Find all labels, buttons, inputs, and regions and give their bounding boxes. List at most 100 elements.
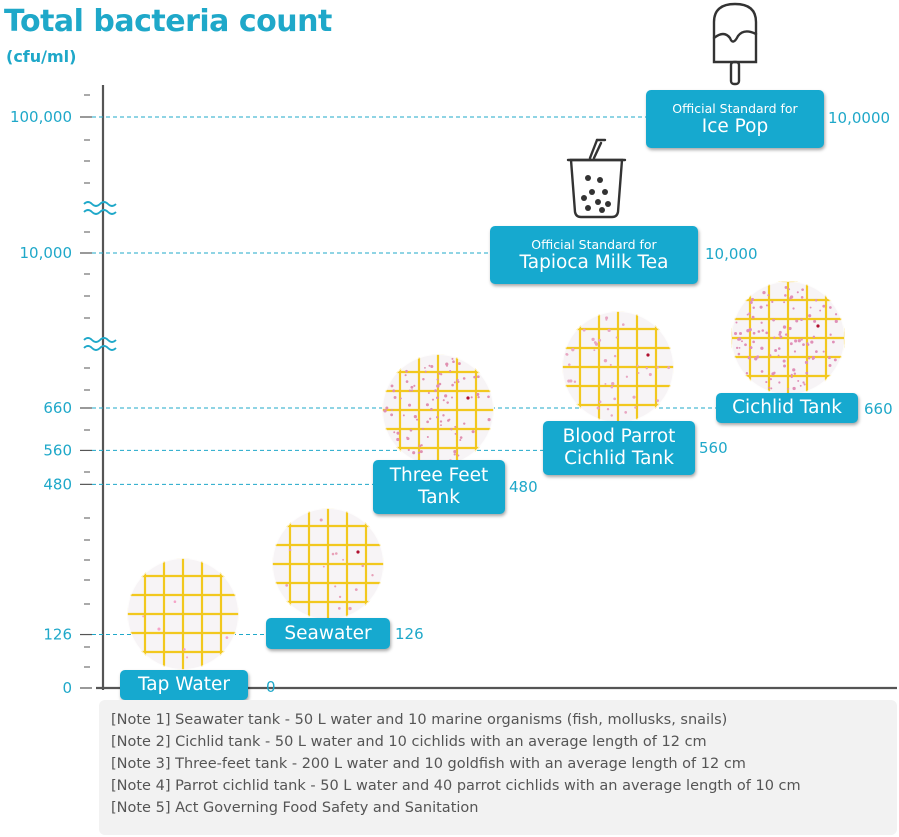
colony-dot bbox=[462, 377, 466, 380]
note-5: [Note 5] Act Governing Food Safety and S… bbox=[111, 800, 479, 816]
label-three-feet-tank-text: Three Feet bbox=[389, 465, 489, 486]
colony-dot bbox=[451, 383, 454, 387]
colony-dot bbox=[800, 318, 803, 322]
colony-dot bbox=[789, 342, 793, 346]
note-4: [Note 4] Parrot cichlid tank - 50 L wate… bbox=[111, 778, 801, 794]
label-standard-ice-pop-text: Ice Pop bbox=[701, 115, 769, 137]
colony-dot bbox=[747, 356, 751, 360]
colony-dot bbox=[390, 413, 394, 417]
colony-dot bbox=[648, 373, 652, 377]
colony-dot bbox=[790, 373, 793, 376]
colony-dot bbox=[361, 564, 365, 568]
colony-dot bbox=[745, 372, 749, 375]
colony-dot bbox=[348, 606, 352, 611]
colony-dot bbox=[827, 356, 831, 360]
colony-dot bbox=[783, 301, 786, 304]
colony-dot bbox=[453, 381, 456, 384]
colony-dot bbox=[771, 300, 774, 303]
colony-dot bbox=[447, 419, 450, 422]
y-tick-label: 126 bbox=[43, 626, 72, 644]
colony-dot bbox=[431, 398, 435, 401]
colony-dot bbox=[173, 600, 177, 603]
colony-dot bbox=[621, 323, 625, 326]
colony-dot bbox=[593, 341, 597, 344]
colony-dot bbox=[759, 305, 763, 309]
colony-dot bbox=[591, 337, 595, 342]
colony-dot bbox=[487, 418, 491, 422]
colony-dot bbox=[413, 384, 416, 387]
colony-dot bbox=[773, 336, 776, 339]
colony-dot bbox=[797, 339, 801, 343]
colony-dot bbox=[790, 375, 793, 379]
colony-dot bbox=[446, 401, 449, 404]
tapioca-pearl bbox=[595, 199, 601, 205]
colony-dot bbox=[442, 399, 445, 402]
colony-dot bbox=[426, 435, 429, 439]
colony-dot bbox=[613, 354, 617, 358]
colony-dot bbox=[405, 369, 408, 373]
colony-dot bbox=[440, 373, 443, 376]
colony-dot bbox=[768, 386, 771, 389]
colony-dot bbox=[656, 366, 659, 369]
colony-dot bbox=[412, 451, 416, 455]
colony-dot bbox=[331, 552, 335, 556]
label-seawater-text: Seawater bbox=[284, 622, 372, 644]
colony-dot bbox=[822, 350, 825, 353]
colony-dot bbox=[430, 407, 433, 411]
colony-dot bbox=[413, 415, 417, 419]
colony-dot bbox=[782, 325, 787, 329]
colony-dot bbox=[426, 420, 429, 424]
colony-dot bbox=[445, 362, 449, 366]
petri-dish-image bbox=[562, 311, 674, 423]
colony-dot bbox=[335, 552, 338, 555]
label-standard-tapioca-milk-tea: Official Standard for Tapioca Milk Tea bbox=[490, 226, 698, 284]
colony-dot bbox=[762, 290, 766, 295]
colony-dot bbox=[435, 396, 439, 400]
colony-dot bbox=[438, 372, 441, 375]
colony-dot bbox=[354, 588, 358, 591]
colony-dot bbox=[792, 307, 795, 310]
colony-dot bbox=[449, 369, 452, 373]
colony-dot bbox=[809, 306, 812, 309]
colony-dot bbox=[637, 371, 640, 375]
bubble-tea-icon bbox=[566, 138, 627, 219]
colony-dot bbox=[438, 382, 442, 386]
colony-dot bbox=[794, 339, 798, 343]
colony-dot bbox=[808, 314, 812, 318]
colony-dot bbox=[767, 294, 770, 297]
colony-dot bbox=[567, 379, 571, 383]
colony-dot bbox=[769, 354, 772, 357]
colony-dot bbox=[393, 396, 397, 399]
colony-dot bbox=[749, 346, 753, 350]
colony-dot bbox=[749, 300, 753, 304]
colony-dot bbox=[793, 372, 797, 375]
colony-dot bbox=[744, 343, 747, 347]
tapioca-pearl bbox=[602, 189, 608, 195]
colony-dot bbox=[788, 288, 791, 291]
colony-dot bbox=[751, 315, 755, 319]
colony-dot bbox=[415, 418, 419, 421]
colony-dot bbox=[568, 363, 571, 366]
colony-dot bbox=[797, 379, 800, 382]
colony-dot bbox=[803, 383, 806, 386]
colony-dot bbox=[420, 444, 423, 447]
colony-dot bbox=[411, 389, 414, 392]
colony-dot bbox=[424, 370, 427, 373]
colony-dot bbox=[598, 400, 602, 404]
colony-dot bbox=[822, 304, 826, 308]
colony-dot bbox=[407, 448, 410, 451]
colony-dot bbox=[573, 380, 577, 383]
colony-dot bbox=[393, 431, 396, 434]
tapioca-pearl bbox=[605, 201, 611, 207]
value-standard-tapioca-milk-tea: 10,000 bbox=[705, 245, 758, 263]
label-standard-tapioca-milk-tea-text: Official Standard for bbox=[531, 236, 657, 252]
colony-dot bbox=[424, 366, 426, 369]
axis-break-icon bbox=[83, 337, 117, 351]
colony-dot bbox=[454, 425, 457, 428]
colony-dot bbox=[385, 406, 389, 410]
colony-dot bbox=[396, 431, 400, 435]
break-wave bbox=[83, 345, 117, 351]
colony-dot bbox=[605, 318, 608, 321]
colony-dot bbox=[784, 294, 787, 297]
